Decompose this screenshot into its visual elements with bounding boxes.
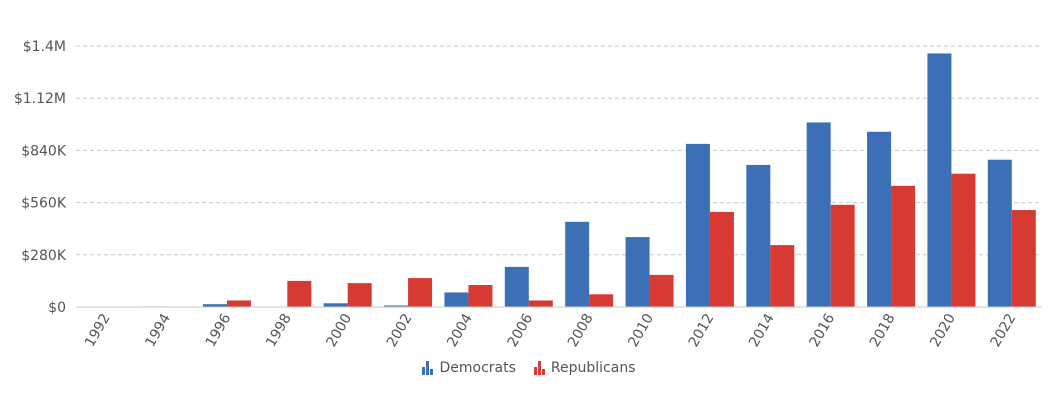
- x-tick-label: 2008: [565, 311, 597, 350]
- x-tick-label: 2018: [867, 311, 899, 350]
- bar-chart-icon: [533, 361, 545, 375]
- bar-republicans-2020[interactable]: [951, 173, 976, 307]
- x-tick-label: 2004: [444, 311, 476, 350]
- bar-democrats-2022[interactable]: [987, 159, 1012, 307]
- bar-democrats-2000[interactable]: [323, 303, 348, 307]
- bar-democrats-2006[interactable]: [504, 266, 529, 307]
- x-tick-label: 1998: [263, 311, 295, 350]
- bar-democrats-2012[interactable]: [685, 143, 710, 307]
- y-tick-label: $0: [48, 300, 66, 316]
- y-axis: $0 $280K $560K $840K $1.12M $1.4M: [14, 39, 67, 316]
- bar-republicans-2008[interactable]: [589, 294, 614, 307]
- bar-republicans-2012[interactable]: [709, 211, 734, 307]
- bar-republicans-1998[interactable]: [287, 280, 312, 307]
- bar-republicans-2016[interactable]: [830, 204, 855, 307]
- x-axis: 1992 1994 1996 1998 2000 2002 2004 2006 2008 2010…: [76, 306, 1042, 350]
- bar-republicans-2010[interactable]: [649, 274, 674, 307]
- x-tick-label: 2012: [686, 311, 718, 350]
- legend-label-republicans: Republicans: [550, 360, 636, 376]
- x-tick-label: 2002: [384, 311, 416, 350]
- bar-republicans-2022[interactable]: [1011, 210, 1036, 307]
- x-tick-label: 2006: [505, 311, 537, 350]
- x-tick-label: 2010: [625, 311, 657, 350]
- bar-republicans-2002[interactable]: [408, 278, 433, 307]
- bar-republicans-2014[interactable]: [770, 245, 795, 307]
- bar-democrats-2018[interactable]: [867, 131, 892, 307]
- x-tick-label: 2000: [323, 311, 355, 350]
- legend-item-republicans[interactable]: Republicans: [533, 360, 636, 376]
- bar-chart-icon: [422, 361, 434, 375]
- bar-democrats-2020[interactable]: [927, 53, 952, 308]
- bar-democrats-2014[interactable]: [746, 164, 771, 307]
- legend: Democrats Republicans: [0, 360, 1058, 376]
- x-tick-label: 2014: [746, 311, 778, 350]
- x-tick-label: 1992: [82, 311, 114, 350]
- x-tick-label: 2016: [806, 311, 838, 350]
- y-tick-label: $840K: [21, 143, 67, 159]
- bar-democrats-2004[interactable]: [444, 292, 469, 307]
- bar-republicans-1996[interactable]: [226, 300, 251, 307]
- x-tick-label: 1994: [142, 311, 174, 350]
- bar-democrats-1996[interactable]: [202, 304, 227, 307]
- y-tick-label: $1.4M: [23, 39, 66, 55]
- y-tick-label: $280K: [21, 248, 67, 264]
- bar-democrats-2016[interactable]: [806, 122, 831, 307]
- x-tick-label: 2020: [927, 311, 959, 350]
- y-tick-label: $560K: [21, 196, 67, 212]
- bars: [142, 53, 1036, 308]
- bar-republicans-2000[interactable]: [347, 283, 372, 307]
- legend-item-democrats[interactable]: Democrats: [422, 360, 516, 376]
- bar-chart: $0$280K$560K$840K$1.12M$1.4M 1992 1994 199…: [14, 39, 1042, 350]
- bar-republicans-2004[interactable]: [468, 285, 493, 307]
- bar-democrats-2008[interactable]: [565, 221, 590, 307]
- bar-republicans-2018[interactable]: [891, 185, 916, 307]
- x-tick-label: 2022: [988, 311, 1020, 350]
- y-tick-label: $1.12M: [14, 91, 66, 107]
- bar-democrats-2002[interactable]: [384, 305, 409, 307]
- legend-label-democrats: Democrats: [439, 360, 516, 376]
- bar-republicans-2006[interactable]: [528, 300, 553, 307]
- x-tick-label: 1996: [203, 311, 235, 350]
- bar-democrats-2010[interactable]: [625, 237, 650, 307]
